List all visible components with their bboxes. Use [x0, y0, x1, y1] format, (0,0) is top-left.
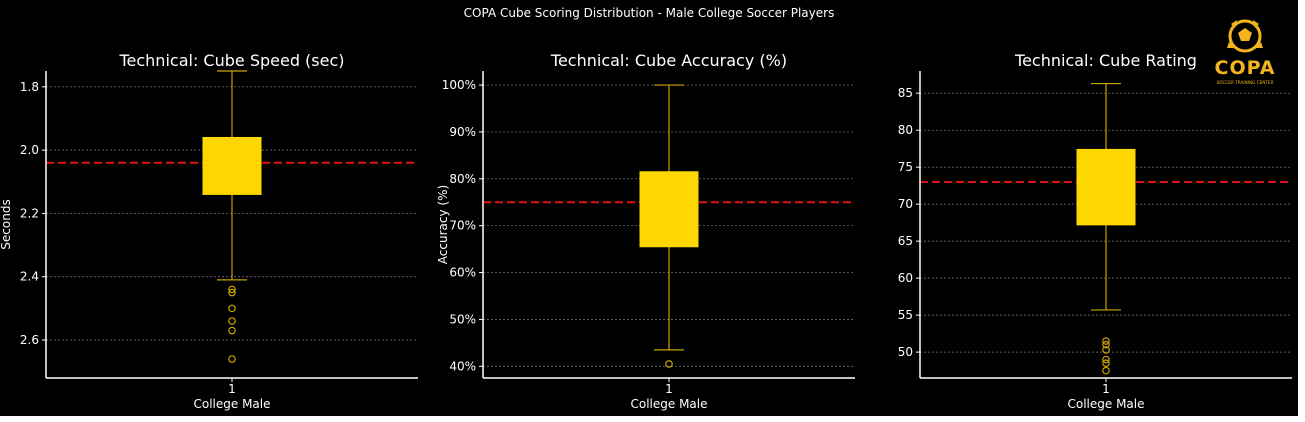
y-tick-label: 100%: [442, 78, 476, 92]
outlier-point: [228, 285, 236, 294]
outlier-point: [665, 360, 673, 368]
chart-title: Technical: Cube Rating: [1014, 51, 1197, 70]
outlier-point: [1102, 340, 1110, 349]
svg-text:SOCCER TRAINING CENTER: SOCCER TRAINING CENTER: [1217, 80, 1274, 85]
y-tick-label: 70: [898, 197, 913, 211]
y-tick-label: 85: [898, 86, 913, 100]
x-axis-label: College Male: [630, 397, 707, 411]
y-tick-label: 2.4: [20, 270, 39, 284]
x-axis-label: College Male: [1067, 397, 1144, 411]
outlier-point: [1102, 359, 1110, 368]
chart-title: Technical: Cube Speed (sec): [118, 51, 344, 70]
y-tick-label: 2.6: [20, 333, 39, 347]
y-tick-label: 70%: [449, 219, 476, 233]
x-tick-label: 1: [665, 382, 673, 396]
x-tick-label: 1: [1102, 382, 1110, 396]
y-tick-label: 60%: [449, 266, 476, 280]
y-tick-label: 50: [898, 345, 913, 359]
iqr-box: [202, 136, 262, 195]
copa-logo: COPA SOCCER TRAINING CENTER: [1215, 19, 1276, 85]
outlier-point: [1102, 366, 1110, 375]
outlier-point: [1102, 337, 1110, 345]
y-tick-label: 40%: [449, 359, 476, 373]
y-tick-label: 50%: [449, 312, 476, 326]
outlier-point: [228, 326, 236, 335]
y-tick-label: 55: [898, 308, 913, 322]
x-axis-label: College Male: [193, 397, 270, 411]
y-tick-label: 80: [898, 123, 913, 137]
y-tick-label: 60: [898, 271, 913, 285]
y-tick-label: 90%: [449, 125, 476, 139]
outlier-point: [1102, 346, 1110, 354]
y-axis-label: Accuracy (%): [436, 185, 450, 264]
svg-text:COPA: COPA: [1215, 57, 1276, 79]
y-axis-label: Seconds: [0, 199, 13, 249]
y-tick-label: 75: [898, 160, 913, 174]
iqr-box: [1076, 148, 1136, 226]
y-tick-label: 80%: [449, 172, 476, 186]
y-tick-label: 1.8: [20, 80, 39, 94]
y-tick-label: 2.0: [20, 143, 39, 157]
outlier-point: [228, 317, 236, 325]
outlier-point: [228, 355, 236, 363]
y-tick-label: 2.2: [20, 206, 39, 220]
outlier-point: [1102, 355, 1110, 364]
iqr-box: [639, 171, 699, 248]
outlier-point: [228, 304, 236, 313]
outlier-point: [228, 288, 236, 297]
figure-title: COPA Cube Scoring Distribution - Male Co…: [463, 6, 835, 20]
y-tick-label: 65: [898, 234, 913, 248]
chart-title: Technical: Cube Accuracy (%): [550, 51, 787, 70]
x-tick-label: 1: [228, 382, 236, 396]
